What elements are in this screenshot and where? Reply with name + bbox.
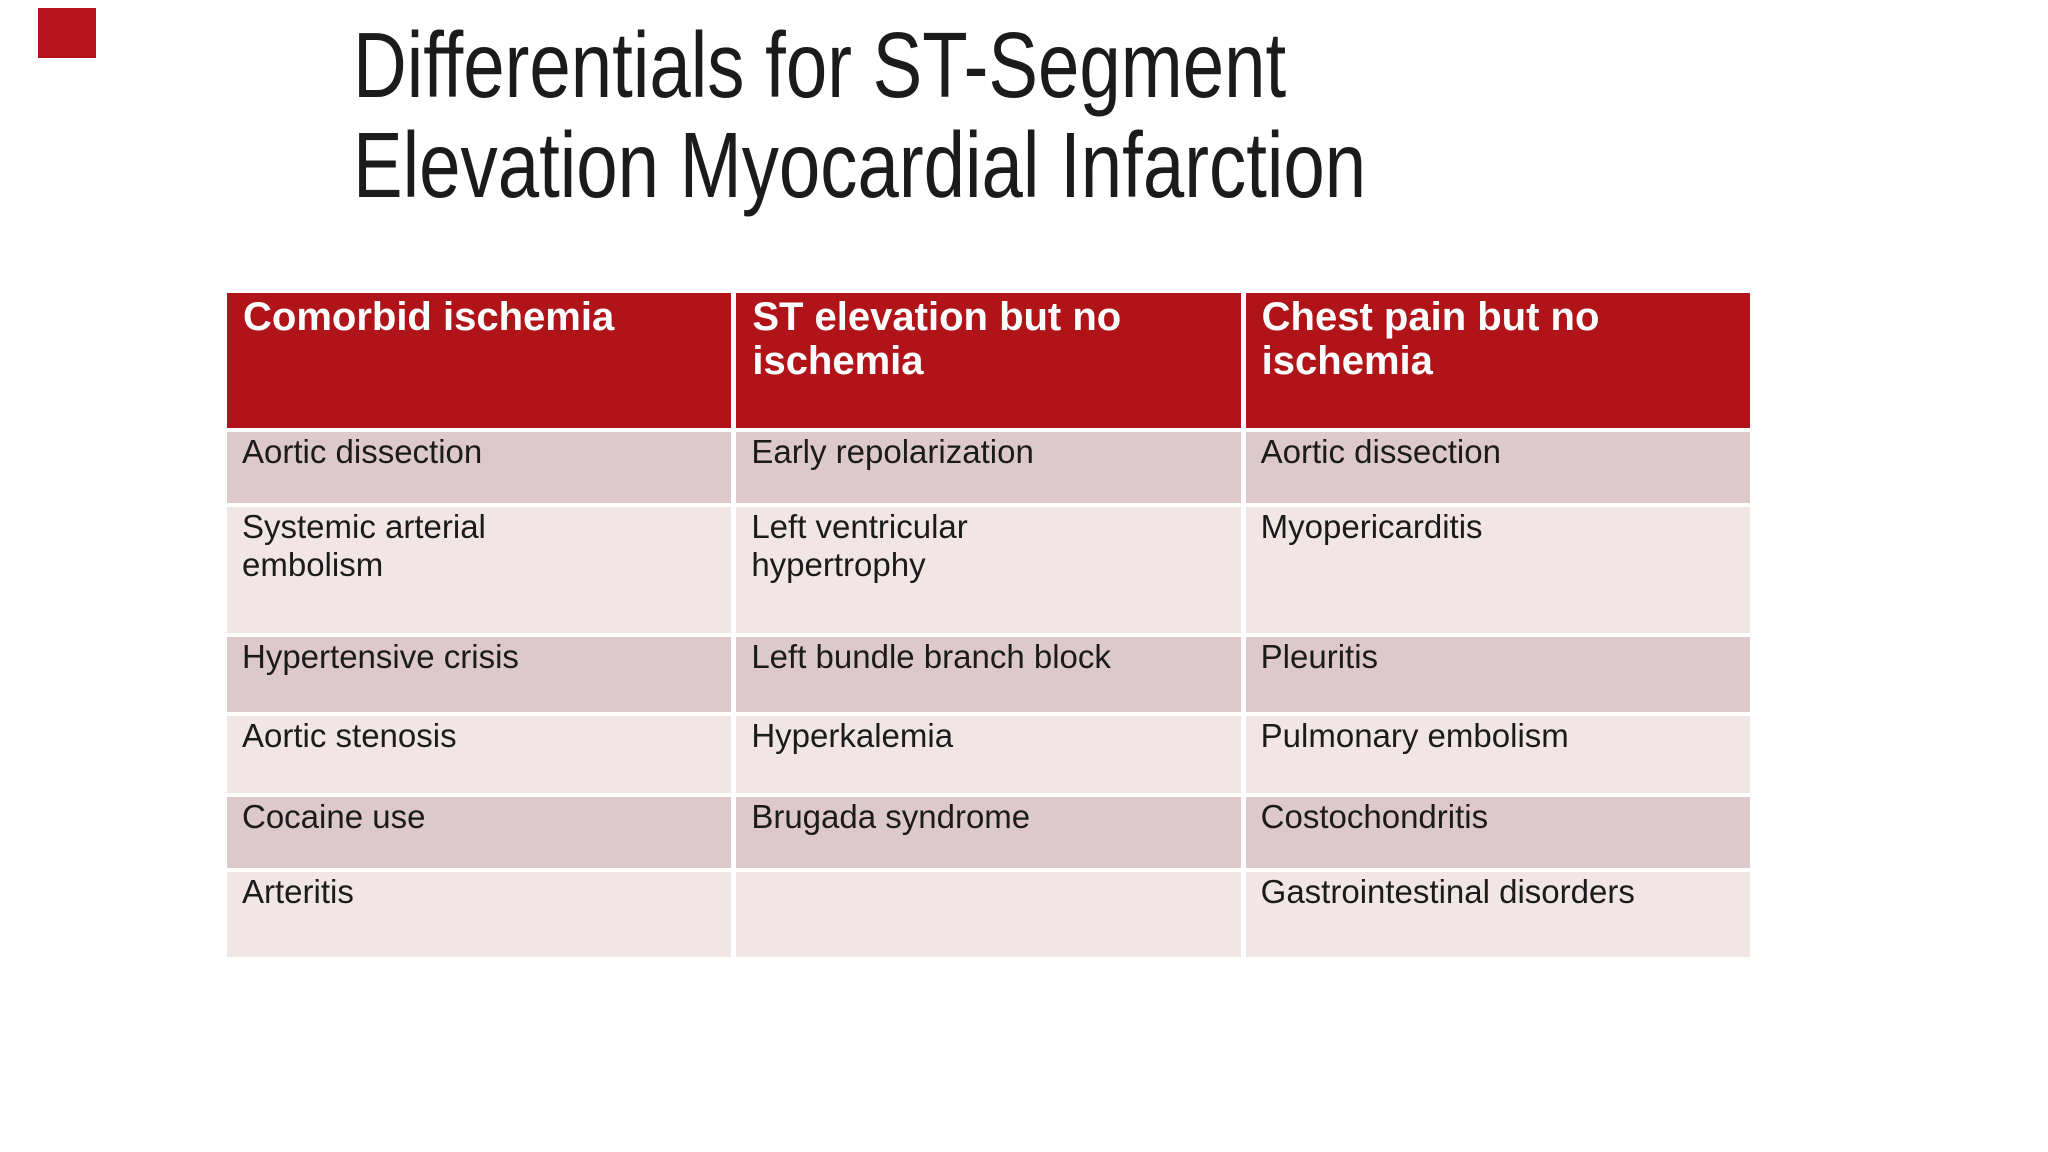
table-cell: Arteritis [227,872,732,957]
table-cell: Pulmonary embolism [1245,716,1750,793]
table-cell: Pleuritis [1245,637,1750,712]
header-comorbid-ischemia: Comorbid ischemia [227,293,732,428]
differentials-table: Comorbid ischemia ST elevation but no is… [227,293,1750,957]
table-cell: Cocaine use [227,797,732,868]
header-st-elevation-no-ischemia: ST elevation but no ischemia [736,293,1241,428]
table-cell: Systemic arterial embolism [227,507,732,633]
table-cell [736,872,1241,957]
table-cell: Hyperkalemia [736,716,1241,793]
table-cell: Early repolarization [736,432,1241,503]
red-corner-marker [38,8,96,58]
header-chest-pain-no-ischemia: Chest pain but no ischemia [1245,293,1750,428]
slide-title: Differentials for ST-Segment Elevation M… [353,13,1367,217]
table-cell: Left ventricular hypertrophy [736,507,1241,633]
table-cell: Hypertensive crisis [227,637,732,712]
table-cell: Costochondritis [1245,797,1750,868]
table-cell: Myopericarditis [1245,507,1750,633]
table-cell: Left bundle branch block [736,637,1241,712]
table-cell: Brugada syndrome [736,797,1241,868]
table-cell: Aortic dissection [227,432,732,503]
table-cell: Aortic stenosis [227,716,732,793]
table-cell: Gastrointestinal disorders [1245,872,1750,957]
table-cell: Aortic dissection [1245,432,1750,503]
